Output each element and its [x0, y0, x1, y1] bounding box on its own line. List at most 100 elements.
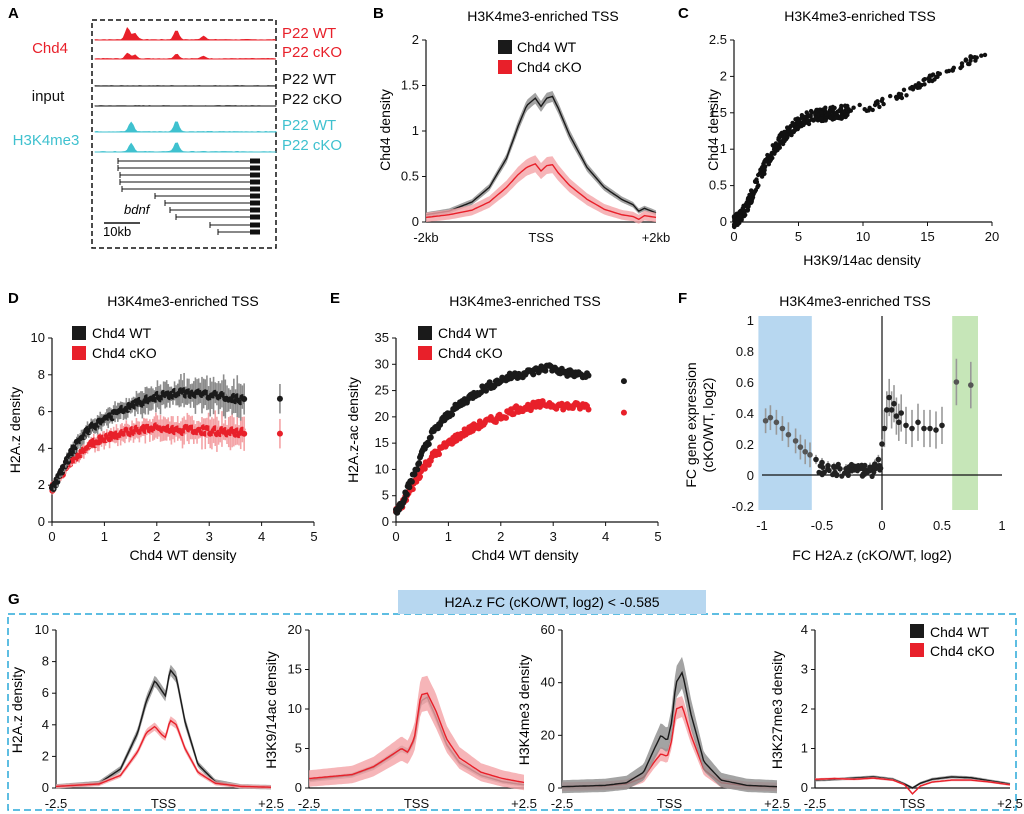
- y-tick-label: 0.6: [736, 375, 754, 390]
- x-tick-label: 0: [392, 529, 399, 544]
- transcript-exon: [250, 179, 260, 185]
- scatter-point: [944, 69, 949, 74]
- scatter-point: [870, 107, 875, 113]
- legend-g-cko-label: Chd4 cKO: [930, 643, 995, 659]
- wt-point: [427, 434, 434, 441]
- scatter-point: [873, 100, 879, 105]
- legend-b-cko-label: Chd4 cKO: [517, 59, 582, 75]
- track-signal: [94, 27, 277, 41]
- scatter-point: [767, 414, 774, 421]
- x-tick-label: 3: [550, 529, 557, 544]
- legend-d-wt-label: Chd4 WT: [92, 325, 152, 341]
- transcript-exon: [250, 193, 260, 199]
- legend-d-cko-label: Chd4 cKO: [92, 345, 157, 361]
- chart-c-ylabel: Chd4 density: [705, 89, 721, 171]
- x-tick-label: 2: [153, 529, 160, 544]
- scatter-point: [968, 58, 973, 63]
- y-tick-label: 1: [747, 313, 754, 328]
- legend-d-cko-swatch: [72, 346, 86, 360]
- transcript-exon: [250, 158, 260, 164]
- scatter-point: [740, 207, 746, 212]
- scatter-point: [830, 107, 836, 112]
- scatter-point: [762, 417, 769, 424]
- cko-point: [417, 473, 423, 480]
- track-label-input-wt: P22 WT: [282, 71, 336, 88]
- scatter-point: [864, 108, 869, 114]
- y-tick-label: 35: [375, 330, 389, 345]
- scatter-point: [797, 444, 804, 450]
- scatter-point: [896, 419, 902, 426]
- scalebar-label: 10kb: [103, 224, 131, 239]
- y-tick-label: 0: [42, 780, 49, 795]
- chart-f-ylabel-line1: FC gene expression: [683, 362, 699, 487]
- y-tick-label: 6: [38, 404, 45, 419]
- x-tick-label: 2: [497, 529, 504, 544]
- wt-point: [449, 411, 456, 418]
- scatter-point: [886, 394, 892, 401]
- wt-outlier-point: [620, 378, 627, 385]
- scatter-point: [819, 110, 824, 115]
- scatter-point: [979, 53, 984, 58]
- chart-d-ylabel: H2A.z density: [7, 387, 23, 473]
- panel-c-letter: C: [678, 5, 689, 22]
- x-tick-label: TSS: [900, 796, 926, 811]
- scatter-point: [893, 413, 900, 419]
- y-tick-label: 1.5: [401, 78, 419, 93]
- scatter-point: [932, 77, 937, 82]
- transcript-exon: [250, 229, 260, 235]
- cko-point: [436, 451, 442, 458]
- scatter-point: [777, 133, 782, 138]
- scatter-point: [756, 183, 761, 188]
- y-tick-label: 2.5: [709, 32, 727, 47]
- cko-confidence-band: [309, 675, 524, 791]
- panel-g-frame: [7, 613, 1017, 811]
- chart-c-xlabel: H3K9/14ac density: [803, 252, 921, 268]
- chart-e-xlabel: Chd4 WT density: [471, 547, 578, 563]
- chart-f-ylabel-line2: (cKO/WT, log2): [700, 378, 716, 473]
- x-tick-label: -2.5: [298, 796, 320, 811]
- chart-d-xlabel: Chd4 WT density: [129, 547, 236, 563]
- scatter-point: [832, 469, 838, 475]
- x-tick-label: TSS: [657, 796, 683, 811]
- y-tick-label: 0: [801, 780, 808, 795]
- cko-confidence-band: [426, 155, 656, 224]
- x-tick-label: 0.5: [933, 518, 951, 533]
- y-tick-label: 10: [288, 701, 302, 716]
- chart-g3-ylabel: H3K4me3 density: [516, 655, 532, 766]
- scatter-point: [867, 464, 873, 471]
- scatter-point: [861, 466, 867, 472]
- chart-e-ylabel: H2A.z-ac density: [345, 377, 361, 483]
- track-signal: [94, 52, 277, 60]
- scatter-point: [777, 145, 782, 150]
- y-tick-label: 25: [375, 383, 389, 398]
- legend-e-wt-label: Chd4 WT: [438, 325, 498, 341]
- wt-profile-line: [425, 95, 657, 216]
- scatter-point: [922, 82, 927, 87]
- y-tick-label: 2: [38, 477, 45, 492]
- scatter-point: [815, 118, 821, 123]
- scatter-point: [763, 159, 768, 164]
- cko-point: [503, 414, 509, 421]
- scatter-point: [782, 129, 787, 135]
- scatter-point: [855, 466, 861, 472]
- y-tick-label: 60: [541, 622, 555, 637]
- chart-b-title: H3K4me3-enriched TSS: [467, 8, 618, 24]
- x-tick-label: TSS: [528, 230, 554, 245]
- legend-g-wt-swatch: [910, 624, 924, 638]
- y-tick-label: 20: [375, 409, 389, 424]
- cko-profile-line: [425, 162, 657, 221]
- gene-label: bdnf: [124, 202, 151, 217]
- chart-e-title: H3K4me3-enriched TSS: [449, 293, 600, 309]
- y-tick-label: 15: [375, 435, 389, 450]
- chart-g4-ylabel: H3K27me3 density: [769, 651, 785, 769]
- x-tick-label: 4: [258, 529, 265, 544]
- scatter-point: [935, 71, 941, 76]
- scatter-point: [922, 77, 927, 82]
- legend-e: Chd4 WT Chd4 cKO: [418, 325, 503, 361]
- scatter-point: [884, 407, 890, 413]
- cko-profile-line: [814, 777, 1011, 795]
- scatter-point: [809, 110, 815, 115]
- scatter-point: [825, 462, 831, 469]
- chart-f-ylabel: FC gene expression (cKO/WT, log2): [683, 362, 716, 487]
- x-tick-label: 1: [101, 529, 108, 544]
